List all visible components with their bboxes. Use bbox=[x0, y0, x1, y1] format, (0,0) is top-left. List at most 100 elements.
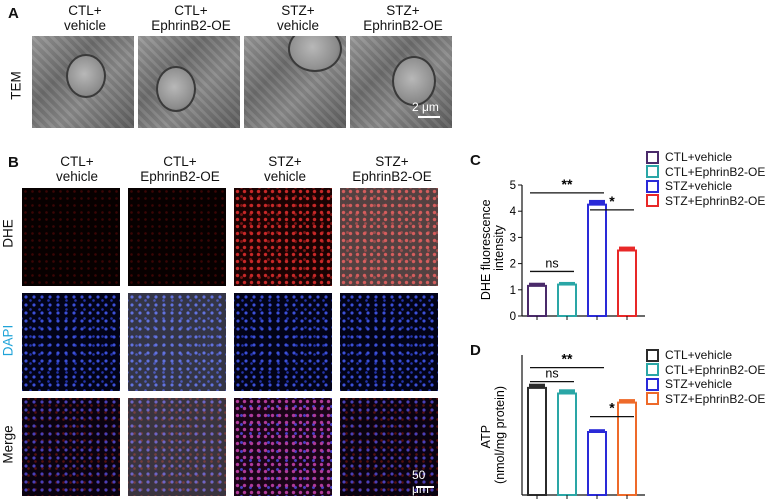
legend-c-label: CTL+EphrinB2-OE bbox=[665, 164, 766, 179]
chart-c-error-bar-4 bbox=[619, 246, 635, 251]
panel-b-row-label-dhe: DHE bbox=[0, 219, 16, 248]
legend-d-label: CTL+vehicle bbox=[665, 348, 733, 362]
col-label-line1: STZ+ bbox=[386, 3, 420, 18]
panel-a-col-label-3: STZ+ vehicle bbox=[243, 3, 353, 33]
chart-c-bar-3 bbox=[587, 203, 607, 317]
chart-c-y-tick-label: 4 bbox=[510, 206, 517, 218]
merge-image-stz-vehicle bbox=[234, 398, 332, 496]
legend-d: CTL+vehicle CTL+EphrinB2-OE STZ+vehicle STZ… bbox=[646, 348, 765, 406]
dhe-image-stz-vehicle bbox=[234, 188, 332, 286]
panel-b-row-label-dapi: DAPI bbox=[0, 324, 16, 357]
chart-c-ylabel: DHE fluorescence intensity bbox=[479, 196, 506, 300]
col-label-line1: CTL+ bbox=[174, 3, 208, 18]
legend-d-swatch bbox=[646, 377, 659, 391]
chart-d: ATP (nmol/mg protein) ** ns * bbox=[479, 351, 645, 499]
chart-d-error-bar-3 bbox=[589, 429, 605, 432]
chart-d-error-bar-2 bbox=[559, 389, 575, 394]
panel-b-row-label-merge: Merge bbox=[0, 425, 16, 464]
legend-c-swatch bbox=[646, 165, 659, 179]
tem-image-stz-vehicle bbox=[244, 36, 346, 128]
tem-image-ctl-vehicle bbox=[32, 36, 134, 128]
chart-c-bar-2 bbox=[557, 283, 577, 317]
chart-d-sig-label-2: ns bbox=[545, 367, 558, 381]
chart-c-y-tick-label: 1 bbox=[510, 285, 516, 297]
legend-c-swatch bbox=[646, 194, 659, 208]
chart-d-bar-1 bbox=[527, 386, 547, 496]
legend-d-item-3: STZ+vehicle bbox=[646, 377, 765, 392]
tem-image-stz-ephrinb2: 2 μm bbox=[350, 36, 452, 128]
col-label-line1: CTL+ bbox=[163, 154, 197, 169]
panel-c-letter: C bbox=[470, 152, 481, 169]
chart-c-sig-label-2: * bbox=[609, 193, 615, 209]
chart-c-y-tick-label: 2 bbox=[510, 259, 516, 271]
col-label-line2: EphrinB2-OE bbox=[151, 18, 231, 33]
panel-a-col-label-1: CTL+ vehicle bbox=[30, 3, 140, 33]
fl-scale-text: 50 μm bbox=[412, 468, 429, 496]
fl-scale-bar bbox=[416, 486, 434, 488]
panel-b-col-label-1: CTL+ vehicle bbox=[22, 154, 132, 184]
legend-d-swatch bbox=[646, 363, 659, 377]
col-label-line1: CTL+ bbox=[68, 3, 102, 18]
chart-c-bar-1 bbox=[527, 284, 547, 318]
dapi-image-stz-ephrinb2 bbox=[340, 293, 438, 391]
chart-c-ylabel-line2: intensity bbox=[492, 224, 506, 271]
legend-c-swatch bbox=[646, 179, 659, 193]
legend-c-label: CTL+vehicle bbox=[665, 150, 733, 164]
chart-d-ylabel-line1: ATP bbox=[479, 425, 493, 448]
panel-b-col-label-3: STZ+ vehicle bbox=[230, 154, 340, 184]
panel-a-letter: A bbox=[8, 5, 19, 22]
chart-c-bar-4 bbox=[617, 249, 637, 317]
col-label-line1: STZ+ bbox=[268, 154, 302, 169]
chart-c-error-bar-2 bbox=[559, 281, 575, 285]
tem-image-ctl-ephrinb2 bbox=[138, 36, 240, 128]
panel-b-col-label-4: STZ+ EphrinB2-OE bbox=[337, 154, 447, 184]
dapi-image-stz-vehicle bbox=[234, 293, 332, 391]
dapi-image-ctl-ephrinb2 bbox=[128, 293, 226, 391]
legend-c: CTL+vehicle CTL+EphrinB2-OE STZ+vehicle STZ… bbox=[646, 150, 765, 208]
panel-a-col-label-2: CTL+ EphrinB2-OE bbox=[136, 3, 246, 33]
legend-d-item-4: STZ+EphrinB2-OE bbox=[646, 392, 765, 407]
legend-c-item-1: CTL+vehicle bbox=[646, 150, 765, 165]
chart-c-error-bar-3 bbox=[589, 199, 605, 205]
legend-d-label: STZ+vehicle bbox=[665, 377, 733, 391]
legend-c-label: STZ+vehicle bbox=[665, 179, 733, 193]
legend-c-item-2: CTL+EphrinB2-OE bbox=[646, 165, 765, 180]
panel-d-letter: D bbox=[470, 342, 481, 359]
chart-c-sig-label-1: ** bbox=[562, 176, 573, 192]
panel-a-col-label-4: STZ+ EphrinB2-OE bbox=[348, 3, 458, 33]
merge-image-ctl-vehicle bbox=[22, 398, 120, 496]
dhe-image-ctl-vehicle bbox=[22, 188, 120, 286]
legend-c-label: STZ+EphrinB2-OE bbox=[665, 193, 766, 208]
chart-d-error-bar-4 bbox=[619, 399, 635, 403]
legend-d-item-2: CTL+EphrinB2-OE bbox=[646, 363, 765, 378]
chart-d-ylabel-line2: (nmol/mg protein) bbox=[493, 386, 507, 484]
dhe-image-ctl-ephrinb2 bbox=[128, 188, 226, 286]
col-label-line2: vehicle bbox=[263, 169, 307, 184]
legend-c-swatch bbox=[646, 150, 659, 164]
legend-c-item-4: STZ+EphrinB2-OE bbox=[646, 194, 765, 209]
col-label-line1: STZ+ bbox=[375, 154, 409, 169]
chart-c-error-bar-1 bbox=[529, 282, 545, 286]
col-label-line2: EphrinB2-OE bbox=[352, 169, 432, 184]
col-label-line1: STZ+ bbox=[281, 3, 315, 18]
chart-d-sig-label-3: * bbox=[609, 400, 615, 416]
panel-b-col-label-2: CTL+ EphrinB2-OE bbox=[125, 154, 235, 184]
chart-c-y-tick-label: 3 bbox=[510, 232, 516, 244]
legend-d-swatch bbox=[646, 348, 659, 362]
dhe-image-stz-ephrinb2 bbox=[340, 188, 438, 286]
tem-scale-text: 2 μm bbox=[412, 100, 439, 114]
chart-c-y-tick-label: 0 bbox=[510, 311, 516, 323]
chart-d-bar-3 bbox=[587, 431, 607, 496]
merge-image-ctl-ephrinb2 bbox=[128, 398, 226, 496]
legend-d-swatch bbox=[646, 392, 659, 406]
legend-d-label: STZ+EphrinB2-OE bbox=[665, 391, 766, 406]
chart-c-y-tick-label: 5 bbox=[510, 180, 516, 192]
col-label-line2: vehicle bbox=[55, 169, 99, 184]
panel-b-letter: B bbox=[8, 154, 19, 171]
tem-scale-bar bbox=[418, 116, 440, 118]
panel-a-row-label: TEM bbox=[8, 71, 24, 100]
chart-c-sig-label-3: ns bbox=[545, 256, 558, 270]
col-label-line2: vehicle bbox=[63, 18, 107, 33]
chart-d-error-bar-1 bbox=[529, 383, 545, 388]
